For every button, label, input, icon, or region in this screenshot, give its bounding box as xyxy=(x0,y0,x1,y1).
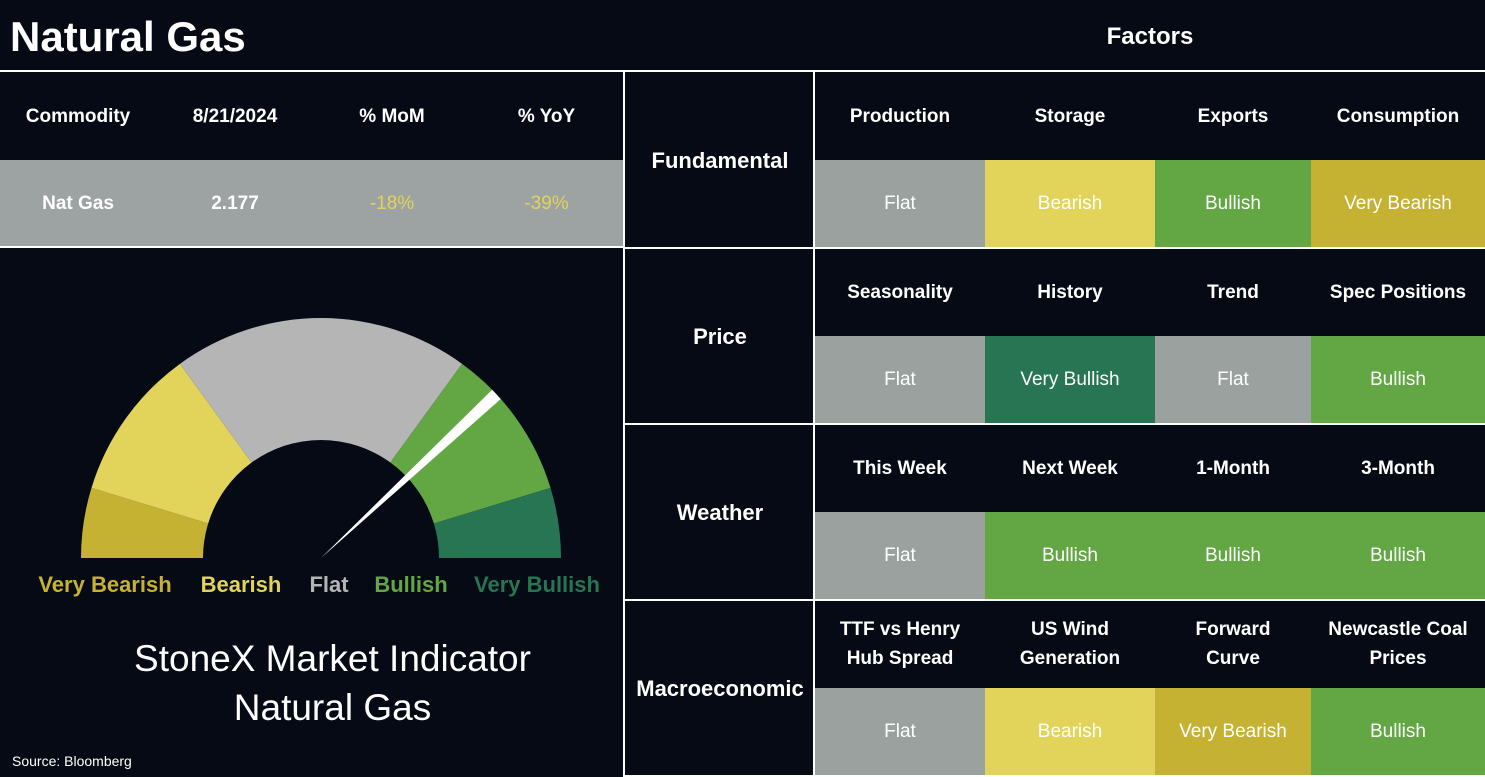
gauge-segment xyxy=(81,487,209,558)
factor-rating: Flat xyxy=(815,336,985,423)
factor-label: Production xyxy=(849,105,951,127)
factor-label: 1-Month xyxy=(1196,457,1270,479)
factor-label: Trend xyxy=(1207,281,1259,303)
factor-label: This Week xyxy=(853,457,947,479)
page-title: Natural Gas xyxy=(10,12,246,60)
gauge-segment xyxy=(179,318,463,463)
gauge-segment xyxy=(91,363,252,524)
divider xyxy=(623,423,1485,425)
factors-title: Factors xyxy=(1106,22,1194,50)
factor-group: Macroeconomic xyxy=(636,675,804,701)
gauge-label: Very Bullish xyxy=(474,571,600,597)
divider xyxy=(623,247,1485,249)
factor-rating: Bullish xyxy=(1311,336,1485,423)
factor-rating: Very Bullish xyxy=(985,336,1155,423)
factor-label: Storage xyxy=(1034,105,1106,127)
factor-rating: Bullish xyxy=(1311,688,1485,775)
factor-rating: Bullish xyxy=(1155,512,1311,599)
gauge xyxy=(81,318,561,558)
table-header: Commodity xyxy=(25,105,131,127)
divider xyxy=(813,72,815,775)
factor-rating: Bullish xyxy=(1311,512,1485,599)
factor-label: 3-Month xyxy=(1361,457,1435,479)
gauge-segment xyxy=(390,363,551,524)
factor-rating: Bullish xyxy=(1155,160,1311,247)
gauge-label: Bearish xyxy=(200,571,282,597)
factor-rating: Flat xyxy=(815,512,985,599)
divider xyxy=(623,599,1485,601)
gauge-needle xyxy=(321,389,501,558)
divider xyxy=(0,70,1485,72)
table-cell: Nat Gas xyxy=(0,160,156,247)
table-cell: -18% xyxy=(314,160,470,247)
factor-rating: Bearish xyxy=(985,688,1155,775)
table-cell: 2.177 xyxy=(156,160,314,247)
gauge-label: Bullish xyxy=(374,571,448,597)
factor-rating: Flat xyxy=(815,688,985,775)
factor-label: Newcastle Coal Prices xyxy=(1328,619,1468,669)
factor-label: Forward Curve xyxy=(1195,619,1271,669)
factor-label: Exports xyxy=(1197,105,1269,127)
factor-rating: Bearish xyxy=(985,160,1155,247)
factor-group: Fundamental xyxy=(651,147,789,173)
source: Source: Bloomberg xyxy=(12,752,132,769)
factor-rating: Very Bearish xyxy=(1155,688,1311,775)
gauge-title: StoneX Market Indicator xyxy=(134,637,531,679)
divider xyxy=(0,246,623,248)
factor-label: Next Week xyxy=(1022,457,1118,479)
factor-rating: Very Bearish xyxy=(1311,160,1485,247)
factor-label: Seasonality xyxy=(847,281,953,303)
factor-rating: Flat xyxy=(1155,336,1311,423)
factor-group: Price xyxy=(693,323,747,349)
gauge-label: Very Bearish xyxy=(38,571,172,597)
table-header: % MoM xyxy=(359,105,425,127)
factor-label: TTF vs Henry Hub Spread xyxy=(839,619,961,669)
gauge-title: Natural Gas xyxy=(233,686,432,728)
factor-label: Spec Positions xyxy=(1329,281,1467,303)
table-header: % YoY xyxy=(517,105,576,127)
gauge-segment xyxy=(433,487,561,558)
gauge-label: Flat xyxy=(309,571,349,597)
divider xyxy=(623,72,625,775)
table-header: 8/21/2024 xyxy=(192,105,278,127)
table-cell: -39% xyxy=(470,160,623,247)
factor-label: History xyxy=(1037,281,1103,303)
factor-label: US Wind Generation xyxy=(1019,619,1121,669)
factor-group: Weather xyxy=(676,499,764,525)
factor-rating: Flat xyxy=(815,160,985,247)
factor-rating: Bullish xyxy=(985,512,1155,599)
factor-label: Consumption xyxy=(1336,105,1460,127)
